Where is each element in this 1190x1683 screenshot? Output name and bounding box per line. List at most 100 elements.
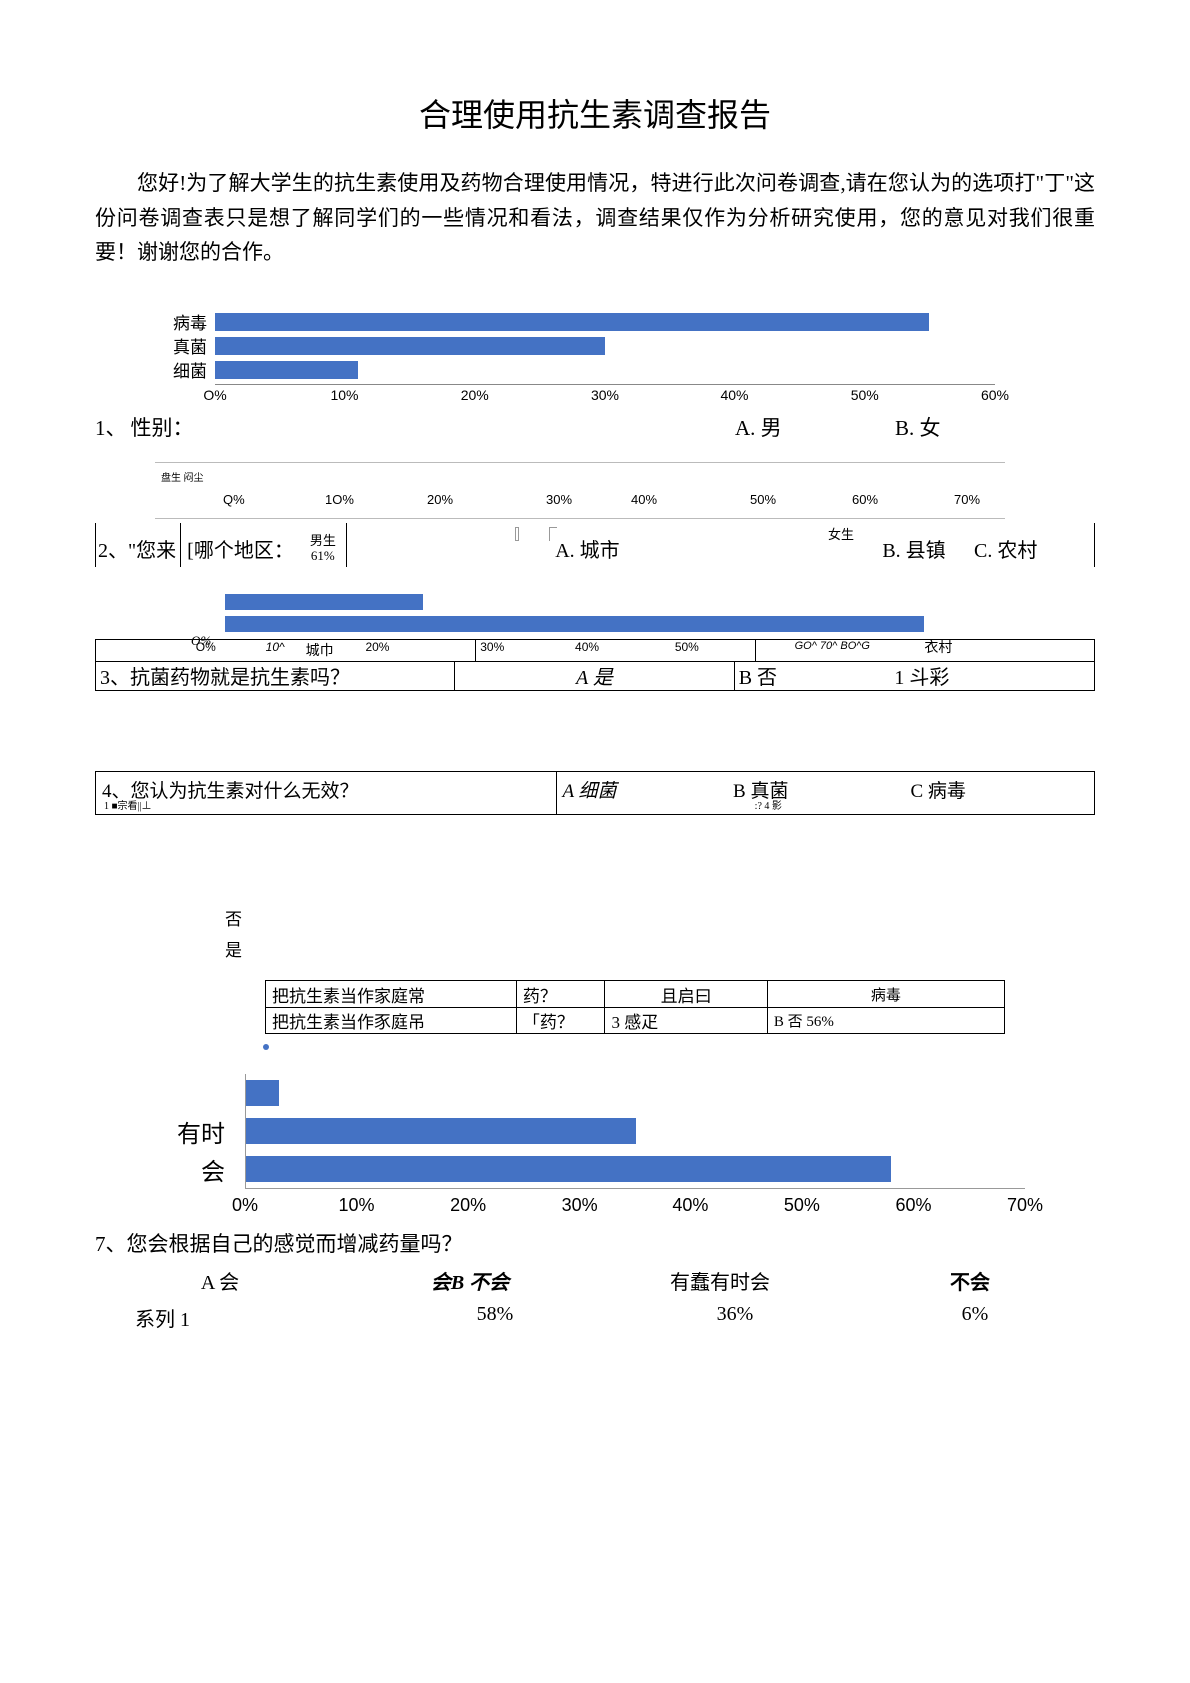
chart-3-block: O% O% 10^ 城巾 20% 30% 40% 50% GO^ 70^ BO^…	[95, 591, 1095, 691]
chart2-male-label: 男生	[310, 534, 336, 548]
axis-tick: 50%	[750, 492, 776, 507]
q7-series-val: 6%	[855, 1303, 1095, 1332]
q7-table: A 会 会B 不会 有蠢有时会 不会 系列 1 58% 36% 6%	[95, 1266, 1095, 1332]
q5-cell: 且启曰	[605, 981, 767, 1007]
q2-prefix: 2、"您来	[95, 523, 180, 567]
axis-tick: 30%	[546, 492, 572, 507]
chart-1: 病毒 真菌 细菌 O% 10% 20% 30% 40% 50% 60%	[215, 310, 995, 406]
axis-tick: 10^	[266, 640, 285, 654]
q4-sub-left: 1 ■宗看||⊥	[104, 797, 152, 812]
chart1-label: 真菌	[173, 333, 215, 358]
chart3-city: 城巾	[306, 640, 334, 660]
q7-series-val: 58%	[375, 1303, 615, 1332]
axis-tick: 50%	[784, 1195, 820, 1216]
chart-2-block: 盘生 闷尘 Q% 1O% 20% 30% 40% 50% 60% 70% 2、"…	[95, 462, 1095, 567]
chart3-row	[225, 591, 985, 613]
intro-paragraph: 您好!为了解大学生的抗生素使用及药物合理使用情况，特进行此次问卷调查,请在您认为…	[95, 166, 1095, 270]
axis-tick: 0%	[232, 1195, 258, 1216]
chart3-axis-q3: O% 10^ 城巾 20% 30% 40% 50% GO^ 70^ BO^G 衣…	[95, 639, 1095, 691]
chart3-rural: 衣村	[924, 637, 952, 657]
chart-2: 盘生 闷尘 Q% 1O% 20% 30% 40% 50% 60% 70%	[155, 462, 1005, 519]
q5-cell: 「药？	[517, 1008, 606, 1033]
axis-tick: 30%	[591, 387, 619, 403]
axis-tick: 40%	[720, 387, 748, 403]
q3-text: 3、抗菌药物就是抗生素吗？	[96, 662, 455, 690]
q5-row: 把抗生素当作家庭常 药？ 且启曰 病毒	[266, 981, 1004, 1007]
chart1-bar	[215, 313, 929, 331]
question-7: 7、您会根据自己的感觉而增减药量吗？	[95, 1228, 1095, 1258]
chart-7-block: 有时 会 0% 10% 20% 30% 40% 50% 60% 70% 7、您会…	[95, 1074, 1095, 1332]
chart7-bar	[246, 1118, 636, 1144]
chart1-row: 真菌	[215, 334, 995, 358]
chart7-axis: 0% 10% 20% 30% 40% 50% 60% 70%	[245, 1188, 1025, 1218]
q5-cell: 3 感疋	[605, 1008, 767, 1033]
chart3-gobo: GO^ 70^ BO^G	[795, 640, 870, 652]
q5-cell: 把抗生素当作豕庭吊	[266, 1008, 517, 1033]
q7-series-row: 系列 1 58% 36% 6%	[95, 1303, 1095, 1332]
axis-tick: 20%	[461, 387, 489, 403]
q2-bracket: [哪个地区：	[180, 523, 300, 567]
q4-optA: A 细菌	[556, 772, 733, 814]
axis-tick: 1O%	[325, 492, 354, 507]
chart7-row: 会	[245, 1150, 1025, 1188]
q5-table: 把抗生素当作家庭常 药？ 且启曰 病毒 把抗生素当作豕庭吊 「药？ 3 感疋 B…	[265, 980, 1005, 1034]
chart3-bar	[225, 594, 423, 610]
q7-header-row: A 会 会B 不会 有蠢有时会 不会	[95, 1266, 1095, 1295]
q7-header: 不会	[845, 1266, 1095, 1295]
chart1-label: 病毒	[173, 309, 215, 334]
chart-3: O%	[225, 591, 985, 637]
axis-tick: 10%	[339, 1195, 375, 1216]
axis-tick: 40%	[631, 492, 657, 507]
q7-series-val: 36%	[615, 1303, 855, 1332]
q3-optB: B 否	[735, 662, 875, 690]
q4-text: 4、您认为抗生素对什么无效？	[102, 772, 556, 814]
axis-tick: 20%	[365, 640, 389, 654]
chart7-row: 有时	[245, 1112, 1025, 1150]
q5-row: 把抗生素当作豕庭吊 「药？ 3 感疋 B 否 56%	[266, 1007, 1004, 1033]
q2-optB: B. 县镇	[854, 534, 974, 567]
chart7-dot-icon	[263, 1044, 269, 1050]
q7-header: A 会	[95, 1266, 345, 1295]
q1-num: 1、	[95, 412, 127, 442]
page-title: 合理使用抗生素调查报告	[95, 90, 1095, 136]
chart1-label: 细菌	[173, 357, 215, 382]
chart3-bar	[225, 616, 924, 632]
chart-7: 有时 会 0% 10% 20% 30% 40% 50% 60% 70%	[245, 1074, 1025, 1218]
q1-optA: A. 男	[735, 412, 895, 442]
chart7-row	[245, 1074, 1025, 1112]
axis-tick: 30%	[475, 640, 504, 661]
axis-tick: 20%	[450, 1195, 486, 1216]
q7-header: 会B 不会	[345, 1266, 595, 1295]
q2-optC: C. 农村	[974, 534, 1094, 567]
q5-cell: 药？	[517, 981, 606, 1007]
q3-optA: A 是	[455, 662, 734, 690]
question-4-box: 4、您认为抗生素对什么无效？ A 细菌 B 真菌 C 病毒 1 ■宗看||⊥ :…	[95, 771, 1095, 815]
q2-optA: A. 城市	[555, 540, 619, 562]
axis-tick: O%	[203, 387, 226, 403]
q7-series-label: 系列 1	[95, 1303, 375, 1332]
axis-tick: 10%	[330, 387, 358, 403]
axis-tick: 70%	[954, 492, 980, 507]
chart-1-block: 病毒 真菌 细菌 O% 10% 20% 30% 40% 50% 60% 1、 性…	[95, 310, 1095, 442]
q5-label-no: 否	[225, 905, 1095, 936]
chart1-row: 细菌	[215, 358, 995, 382]
axis-tick: 50%	[675, 640, 699, 654]
axis-tick: 40%	[672, 1195, 708, 1216]
axis-tick: 40%	[575, 640, 599, 654]
chart1-bar	[215, 361, 358, 379]
axis-tick: 60%	[981, 387, 1009, 403]
question-2-row: 2、"您来 [哪个地区： 男生 61% A. 城市 女生 B. 县镇 C. 农村	[95, 523, 1095, 567]
axis-tick: 70%	[1007, 1195, 1043, 1216]
axis-tick: 30%	[562, 1195, 598, 1216]
axis-tick: 60%	[852, 492, 878, 507]
q5-cell: 把抗生素当作家庭常	[266, 981, 517, 1007]
axis-tick: 20%	[427, 492, 453, 507]
question-1: 1、 性别： A. 男 B. 女	[95, 412, 1095, 442]
axis-tick: 60%	[895, 1195, 931, 1216]
q4-sub-right: :? 4 影	[755, 797, 782, 812]
chart2-female-label: 女生	[828, 524, 854, 543]
tick-mark	[549, 527, 557, 541]
chart7-bar	[246, 1080, 279, 1106]
chart7-label: 有时	[177, 1114, 245, 1149]
q1-text: 性别：	[131, 412, 194, 442]
